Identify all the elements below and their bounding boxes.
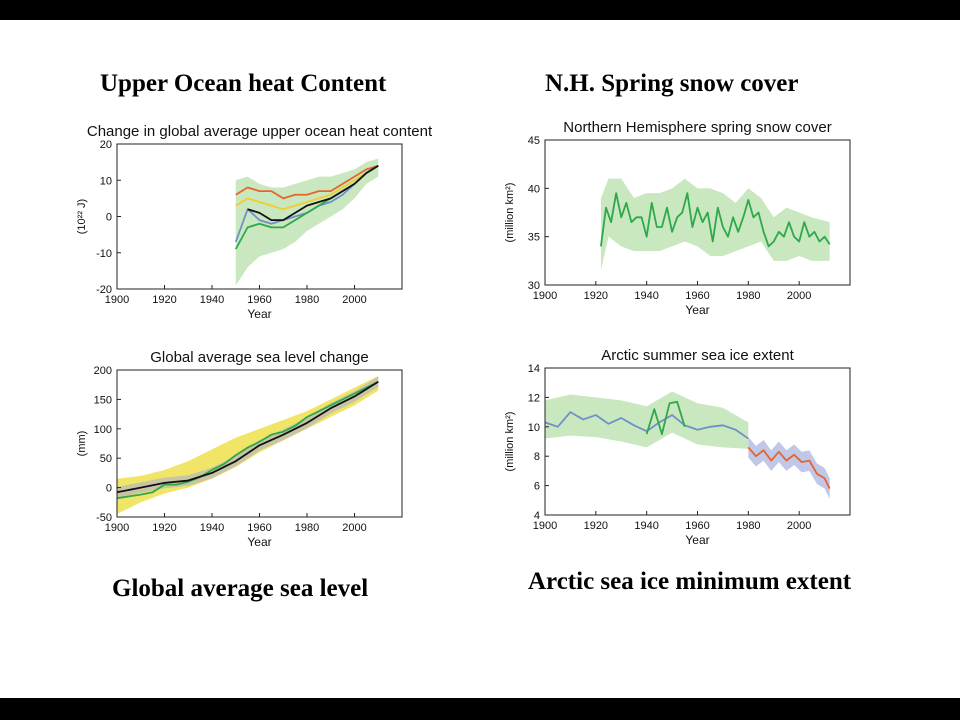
seaice-ytick-label: 8 [534, 451, 540, 463]
snow-xtick-label: 2000 [787, 290, 811, 302]
snow-ytick-label: 45 [528, 135, 540, 147]
ohc-series-yellow-line [235, 164, 379, 211]
snow-xlabel: Year [685, 303, 709, 317]
sealevel-ytick-label: 150 [94, 394, 112, 406]
ohc-series-orange-line [235, 164, 379, 200]
heading-sea-ice: Arctic sea ice minimum extent [528, 568, 852, 595]
ohc-xtick-label: 2000 [342, 294, 366, 306]
seaice-ytick-label: 4 [534, 510, 540, 522]
seaice-ytick-label: 6 [534, 481, 540, 493]
sealevel-xlabel: Year [247, 535, 271, 549]
sealevel-uncertainty-band [117, 375, 379, 515]
sealevel-ytick-label: 200 [94, 365, 112, 377]
sealevel-ytick-label: 50 [100, 453, 112, 465]
sealevel-gray-band [117, 376, 379, 498]
sealevel-xtick-label: 1960 [247, 522, 271, 534]
sealevel-series-green-line [116, 380, 379, 500]
seaice-xtick-label: 1920 [584, 520, 608, 532]
snow-series-green-line [600, 192, 831, 248]
sealevel-ylabel: (mm) [76, 431, 88, 457]
heading-upper-ocean: Upper Ocean heat Content [100, 70, 387, 97]
sealevel-xtick-label: 1920 [152, 522, 176, 534]
ohc-ytick-label: 10 [100, 175, 112, 187]
snow-ytick-label: 40 [528, 183, 540, 195]
seaice-ytick-label: 10 [528, 422, 540, 434]
sealevel-ytick-label: 0 [106, 483, 112, 495]
seaice-xtick-label: 1960 [685, 520, 709, 532]
snow-xtick-label: 1900 [533, 290, 557, 302]
ohc-ytick-label: -10 [96, 248, 112, 260]
sealevel-series-black-line [116, 380, 379, 494]
seaice-uncertainty-band [545, 391, 749, 449]
sealevel-ytick-label: -50 [96, 512, 112, 524]
slide: Upper Ocean heat Content N.H. Spring sno… [0, 20, 960, 698]
snow-xtick-label: 1980 [736, 290, 760, 302]
snow-xtick-label: 1920 [584, 290, 608, 302]
sealevel-xtick-label: 1900 [105, 522, 129, 534]
snow-ylabel: (million km²) [504, 183, 516, 243]
snow-ytick-label: 30 [528, 280, 540, 292]
seaice-blue-band [748, 437, 830, 499]
heading-sea-level: Global average sea level [112, 575, 369, 602]
ohc-uncertainty-band [235, 158, 379, 286]
seaice-xlabel: Year [685, 533, 709, 547]
ohc-xtick-label: 1940 [200, 294, 224, 306]
ohc-ylabel: (10²² J) [76, 199, 88, 234]
seaice-title: Arctic summer sea ice extent [601, 347, 794, 364]
ohc-ytick-label: 0 [106, 212, 112, 224]
snow-ytick-label: 35 [528, 232, 540, 244]
ohc-xtick-label: 1900 [105, 294, 129, 306]
seaice-series-green-line [645, 400, 686, 436]
seaice-ylabel: (million km²) [504, 412, 516, 472]
snow-title: Northern Hemisphere spring snow cover [563, 119, 831, 136]
sealevel-xtick-label: 2000 [342, 522, 366, 534]
ohc-series-black-line [247, 164, 379, 222]
ohc-ytick-label: -20 [96, 284, 112, 296]
ohc-ytick-label: 20 [100, 139, 112, 151]
snow-xtick-label: 1960 [685, 290, 709, 302]
seaice-xtick-label: 2000 [787, 520, 811, 532]
seaice-xtick-label: 1940 [634, 520, 658, 532]
ohc-xtick-label: 1920 [152, 294, 176, 306]
seaice-xtick-label: 1900 [533, 520, 557, 532]
ohc-xlabel: Year [247, 307, 271, 321]
ohc-xtick-label: 1980 [295, 294, 319, 306]
heading-snow-cover: N.H. Spring snow cover [545, 70, 799, 97]
sealevel-xtick-label: 1940 [200, 522, 224, 534]
seaice-ytick-label: 14 [528, 363, 540, 375]
ohc-xtick-label: 1960 [247, 294, 271, 306]
seaice-xtick-label: 1980 [736, 520, 760, 532]
seaice-series-orange-line [747, 446, 831, 489]
sealevel-title: Global average sea level change [150, 349, 368, 366]
sealevel-xtick-label: 1980 [295, 522, 319, 534]
snow-xtick-label: 1940 [634, 290, 658, 302]
seaice-ytick-label: 12 [528, 392, 540, 404]
sealevel-ytick-label: 100 [94, 424, 112, 436]
ohc-title: Change in global average upper ocean hea… [87, 123, 433, 140]
